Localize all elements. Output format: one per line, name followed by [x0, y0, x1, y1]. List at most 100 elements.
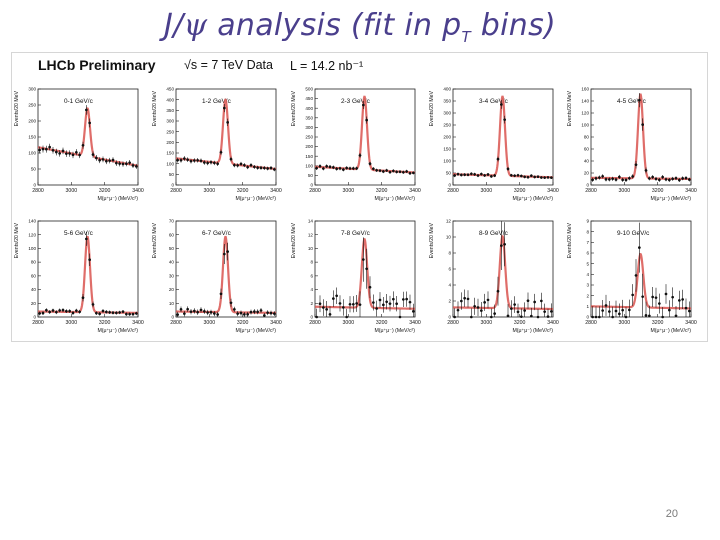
data-point: [641, 118, 644, 131]
y-tick-label: 20: [584, 171, 590, 176]
data-point: [128, 160, 131, 166]
data-point: [368, 276, 372, 299]
data-point: [65, 150, 68, 157]
data-point: [95, 155, 98, 161]
data-point: [611, 306, 614, 319]
y-axis-title: Events/20 MeV: [429, 222, 435, 258]
data-point: [614, 300, 618, 317]
data-point: [598, 175, 601, 180]
x-axis-title: M(μ⁺μ⁻) (MeV/c²): [97, 328, 138, 334]
y-tick-label: 300: [305, 125, 313, 130]
fit-curve: [314, 95, 416, 174]
data-point: [503, 222, 506, 267]
data-point: [81, 294, 85, 302]
chart-svg: 0 2 4 6 8 10 12 14 2800 3000 3200 3400 M(μ⁺μ⁻) (MeV/…: [291, 219, 421, 334]
data-point: [631, 174, 634, 179]
data-point: [236, 311, 239, 317]
data-point: [176, 157, 179, 163]
data-point: [648, 305, 651, 318]
y-axis-title: Events/20 MeV: [567, 222, 573, 258]
data-point: [189, 308, 193, 315]
data-point: [412, 171, 415, 175]
chart-svg: 0 2 4 6 8 10 12 2800 3000 3200 3400 M(μ⁺μ⁻) (MeV/c²…: [429, 219, 559, 334]
data-point: [365, 248, 368, 289]
y-tick-label: 160: [581, 87, 589, 92]
data-point: [375, 168, 378, 172]
data-point: [456, 301, 460, 317]
data-point: [591, 177, 594, 182]
chart-panel-9-10: 0 1 2 3 4 5 6 7 8 9 2800 3000 3200 3400 M(μ⁺μ⁻) (MeV/c…: [565, 213, 703, 339]
data-point: [466, 290, 470, 308]
data-point: [460, 173, 463, 177]
y-tick-label: 12: [308, 232, 314, 237]
data-point: [51, 146, 55, 154]
x-axis-title: M(μ⁺μ⁻) (MeV/c²): [235, 328, 276, 334]
bin-label: 3-4 GeV/c: [479, 98, 509, 105]
data-point: [355, 166, 358, 171]
data-point: [624, 306, 628, 319]
x-tick-label: 3400: [547, 188, 559, 194]
data-point: [543, 303, 546, 317]
data-point: [121, 161, 125, 167]
data-point: [398, 309, 402, 319]
data-point: [348, 296, 352, 313]
y-tick-label: 200: [166, 140, 174, 145]
x-tick-label: 3200: [376, 320, 388, 326]
data-point: [186, 306, 189, 312]
data-point: [179, 157, 183, 163]
data-point: [526, 175, 530, 179]
x-tick-label: 2800: [309, 188, 321, 194]
data-point: [385, 168, 388, 173]
data-point: [395, 170, 398, 174]
data-point: [408, 294, 412, 310]
y-tick-label: 150: [305, 154, 313, 159]
x-tick-label: 3400: [685, 188, 697, 194]
data-point: [243, 311, 246, 317]
data-point: [352, 296, 355, 313]
y-tick-label: 200: [28, 119, 36, 124]
data-point: [68, 150, 71, 157]
y-tick-label: 7: [586, 240, 589, 245]
x-tick-label: 3000: [66, 188, 78, 194]
data-point: [688, 301, 691, 317]
data-point: [125, 312, 128, 316]
data-point: [598, 306, 601, 319]
data-point: [520, 308, 523, 318]
data-point: [523, 302, 526, 317]
data-point: [358, 152, 362, 158]
data-point: [372, 167, 375, 171]
data-point: [614, 177, 618, 182]
data-point: [664, 284, 668, 304]
data-point: [239, 161, 243, 166]
y-tick-label: 200: [443, 135, 451, 140]
y-tick-label: 60: [584, 147, 590, 152]
data-point: [95, 311, 98, 315]
data-point: [115, 311, 118, 315]
plot-frame: [590, 220, 692, 318]
y-tick-label: 6: [448, 267, 451, 272]
data-point: [203, 308, 206, 314]
data-point: [91, 301, 95, 308]
data-point: [503, 115, 506, 124]
data-point: [463, 173, 466, 177]
y-tick-label: 450: [305, 96, 313, 101]
data-point: [658, 293, 661, 314]
data-point: [618, 174, 621, 179]
data-point: [131, 312, 135, 316]
y-tick-label: 8: [448, 251, 451, 256]
data-point: [536, 308, 540, 319]
x-tick-label: 3000: [204, 320, 216, 326]
data-point: [48, 310, 51, 314]
fit-curve: [37, 235, 139, 314]
data-point: [98, 157, 101, 164]
title-psi-symbol: ψ: [183, 8, 208, 43]
chart-panel-0-1: 0 50 100 150 200 250 300 2800 3000 3200 3400 M(μ⁺μ⁻…: [12, 81, 150, 207]
data-point: [546, 176, 550, 179]
data-point: [594, 306, 598, 319]
data-point: [75, 308, 78, 313]
data-point: [513, 296, 516, 313]
data-point: [85, 105, 88, 115]
data-point: [189, 158, 193, 164]
data-point: [332, 290, 335, 307]
y-tick-label: 0: [33, 315, 36, 320]
